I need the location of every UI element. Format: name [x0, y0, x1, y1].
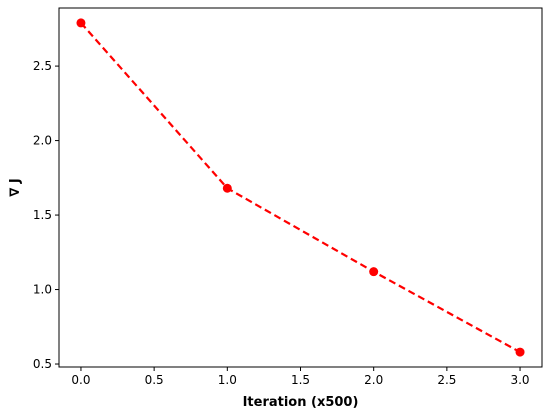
series-line — [80, 22, 521, 354]
x-tick-label: 0.0 — [71, 373, 90, 387]
y-tick-label: 1.0 — [33, 283, 52, 297]
x-tick-label: 3.0 — [510, 373, 529, 387]
plot-frame — [58, 7, 543, 368]
y-tick-label: 2.0 — [33, 134, 52, 148]
data-point — [369, 267, 379, 277]
x-tick-label: 1.5 — [291, 373, 310, 387]
y-axis-label: ∇ J — [8, 178, 23, 196]
x-tick-label: 2.0 — [364, 373, 383, 387]
y-tick-label: 1.5 — [33, 208, 52, 222]
x-axis-label: Iteration (x500) — [243, 395, 359, 410]
data-point — [76, 18, 86, 28]
data-point — [222, 183, 232, 193]
x-tick-label: 2.5 — [437, 373, 456, 387]
x-tick-label: 0.5 — [145, 373, 164, 387]
x-axis-ticks: 0.0 0.5 1.0 1.5 2.0 2.5 3.0 — [71, 367, 530, 387]
y-tick-label: 0.5 — [33, 357, 52, 371]
series-layer — [76, 18, 525, 357]
data-point — [515, 347, 525, 357]
x-tick-label: 1.0 — [218, 373, 237, 387]
y-tick-label: 2.5 — [33, 59, 52, 73]
y-axis-ticks: 0.5 1.0 1.5 2.0 2.5 — [33, 59, 59, 371]
